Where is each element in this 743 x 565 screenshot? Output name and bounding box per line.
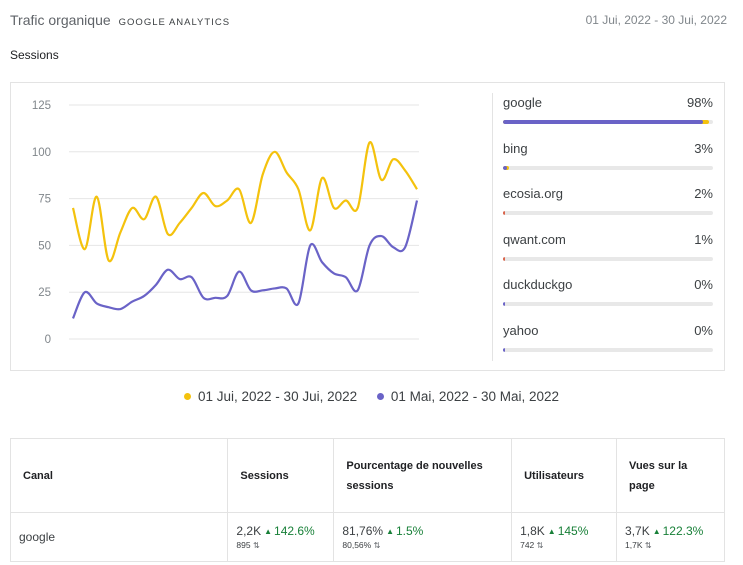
report-header: Trafic organique GOOGLE ANALYTICS 01 Jui,… [10,12,727,32]
cell-users: 1,8K ▲ 145% 742 ⇅ [511,512,618,562]
header-users[interactable]: Utilisateurs [511,438,618,513]
trend-up-icon: ▲ [547,527,556,536]
source-name: duckduckgo [503,277,573,292]
users-value: 1,8K [520,524,545,538]
source-percent: 2% [694,186,713,201]
source-name: yahoo [503,322,539,338]
y-tick-label: 75 [38,194,51,206]
series-line-current[interactable] [71,141,418,263]
legend-label-previous: 01 Mai, 2022 - 30 Mai, 2022 [390,389,559,404]
source-percent: 0% [694,322,713,338]
source-bar [503,347,713,352]
compare-arrows-icon: ⇅ [252,541,260,550]
y-tick-label: 25 [38,287,51,299]
source-bar-previous [503,165,508,170]
pageviews-prev: 1,7K [625,540,643,550]
source-bar-previous [503,302,505,306]
legend-item-previous[interactable]: 01 Mai, 2022 - 30 Mai, 2022 [376,389,559,404]
source-item[interactable]: google 98% [503,95,713,141]
source-name: qwant.com [503,231,566,247]
source-name: ecosia.org [503,186,563,201]
users-prev: 742 [520,540,535,550]
compare-arrows-icon: ⇅ [644,541,652,550]
cell-canal: google [9,512,229,562]
source-percent: 0% [694,277,713,292]
report-title: Trafic organique [10,12,111,28]
sessions-prev: 895 [236,540,251,550]
source-item[interactable]: qwant.com 1% [503,232,713,278]
cell-pageviews: 3,7K ▲ 122.3% 1,7K ⇅ [616,512,725,562]
compare-arrows-icon: ⇅ [536,541,544,550]
y-tick-label: 125 [32,100,51,112]
source-bar [503,165,713,170]
source-name: bing [503,140,528,156]
source-percent: 98% [686,95,713,110]
trend-up-icon: ▲ [264,527,273,536]
source-bar [503,256,713,261]
y-tick-label: 100 [32,147,51,159]
trend-up-icon: ▲ [386,527,394,536]
report-subtitle: GOOGLE ANALYTICS [118,17,231,28]
new-sessions-value: 81,76% [342,524,384,538]
source-bar [503,211,713,215]
legend-item-current[interactable]: 01 Jui, 2022 - 30 Jui, 2022 [184,389,357,404]
source-item[interactable]: duckduckgo 0% [503,277,713,323]
legend-dot-previous [376,393,384,400]
source-bar-current [503,256,505,261]
legend-dot-current [184,393,191,400]
table-row[interactable]: google 2,2K ▲ 142.6% 895 ⇅ 81,76% ▲ 1.5% 80,… [9,512,725,562]
sessions-panel: 0 25 50 75 100 125 google 98% bing 3% ecosia.… [10,82,725,371]
source-percent: 3% [694,140,713,156]
y-tick-label: 0 [45,334,51,346]
table-header-row: Canal Sessions Pourcentage de nouvelles … [9,438,725,513]
pageviews-change: 122.3% [662,524,704,538]
date-range[interactable]: 01 Jui, 2022 - 30 Jui, 2022 [585,13,727,27]
source-item[interactable]: bing 3% [503,141,713,187]
new-sessions-prev: 80,56% [342,540,372,550]
y-tick-label: 50 [38,240,51,252]
header-canal[interactable]: Canal [9,438,229,513]
sessions-line-chart: 0 25 50 75 100 125 [32,100,419,346]
header-sessions[interactable]: Sessions [227,438,335,513]
pageviews-value: 3,7K [625,524,650,538]
source-list: google 98% bing 3% ecosia.org 2% qwant.c… [503,95,713,368]
cell-sessions: 2,2K ▲ 142.6% 895 ⇅ [227,512,335,562]
source-bar-previous [503,120,703,124]
source-item[interactable]: yahoo 0% [503,323,713,369]
channel-table: Canal Sessions Pourcentage de nouvelles … [9,438,725,562]
panel-divider [492,93,493,361]
chart-legend: 01 Jui, 2022 - 30 Jui, 2022 01 Mai, 2022… [0,388,743,404]
legend-label-current: 01 Jui, 2022 - 30 Jui, 2022 [198,389,358,404]
new-sessions-change: 1.5% [396,524,424,538]
source-name: google [503,95,543,110]
source-percent: 1% [694,231,713,247]
compare-arrows-icon: ⇅ [373,541,381,550]
trend-up-icon: ▲ [652,527,661,536]
sessions-change: 142.6% [274,524,315,538]
header-pageviews[interactable]: Vues sur la page [616,438,725,513]
header-new-sessions[interactable]: Pourcentage de nouvelles sessions [333,438,513,513]
series-line-previous[interactable] [71,200,419,319]
source-item[interactable]: ecosia.org 2% [503,186,713,232]
users-change: 145% [557,524,589,538]
cell-new-sessions: 81,76% ▲ 1.5% 80,56% ⇅ [333,512,513,562]
section-label: Sessions [10,48,59,62]
source-bar-previous [503,347,505,352]
source-bar [503,302,713,306]
source-bar-current [503,211,505,215]
source-bar [503,120,713,124]
sessions-value: 2,2K [236,524,262,538]
